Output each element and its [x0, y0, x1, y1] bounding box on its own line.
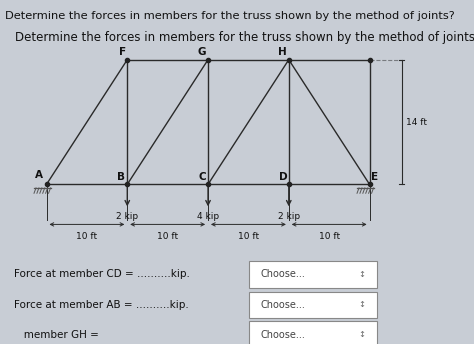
- Text: Force at member AB = ..........kip.: Force at member AB = ..........kip.: [14, 300, 189, 310]
- Text: Determine the forces in members for the truss shown by the method of joints?: Determine the forces in members for the …: [6, 11, 455, 21]
- Text: ↕: ↕: [358, 270, 365, 279]
- Text: A: A: [35, 170, 43, 180]
- Text: 2 kip: 2 kip: [278, 212, 300, 221]
- Text: 14 ft: 14 ft: [406, 118, 427, 127]
- Text: E: E: [371, 172, 378, 182]
- Text: Determine the forces in members for the truss shown by the method of joints?: Determine the forces in members for the …: [15, 31, 474, 44]
- Text: ↕: ↕: [358, 330, 365, 339]
- Text: C: C: [199, 172, 206, 182]
- Text: 10 ft: 10 ft: [238, 232, 259, 240]
- FancyBboxPatch shape: [249, 321, 377, 344]
- Text: member GH =: member GH =: [14, 330, 99, 340]
- FancyBboxPatch shape: [249, 261, 377, 288]
- Text: 2 kip: 2 kip: [116, 212, 138, 221]
- Text: ↕: ↕: [358, 301, 365, 310]
- Text: 10 ft: 10 ft: [157, 232, 178, 240]
- Text: F: F: [118, 47, 126, 57]
- Text: G: G: [198, 47, 206, 57]
- Text: D: D: [279, 172, 287, 182]
- Text: 10 ft: 10 ft: [319, 232, 340, 240]
- FancyBboxPatch shape: [249, 291, 377, 319]
- Text: B: B: [117, 172, 125, 182]
- Text: 4 kip: 4 kip: [197, 212, 219, 221]
- Text: Choose...: Choose...: [261, 269, 306, 279]
- Text: H: H: [278, 47, 287, 57]
- Text: Choose...: Choose...: [261, 330, 306, 340]
- Text: Choose...: Choose...: [261, 300, 306, 310]
- Text: 10 ft: 10 ft: [76, 232, 98, 240]
- Text: Force at member CD = ..........kip.: Force at member CD = ..........kip.: [14, 269, 190, 279]
